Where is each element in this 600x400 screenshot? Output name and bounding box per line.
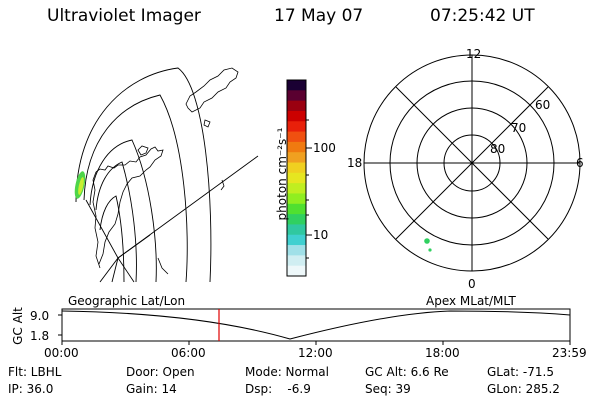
polar-mlt-6: 6 [576, 156, 584, 170]
map-grid-arc [89, 139, 157, 283]
map-meridian [85, 199, 119, 259]
colorbar-unit-label: photon cm⁻²s⁻¹ [275, 127, 289, 221]
colorbar-band [287, 172, 306, 184]
colorbar-tick-10: 10 [313, 228, 329, 242]
colorbar-band [287, 234, 306, 246]
timeline-xtick: 23:59 [552, 346, 587, 360]
map-coastline [92, 146, 164, 269]
map-coastline [220, 179, 225, 191]
colorbar-band [287, 224, 306, 236]
timeline-altitude-curve [61, 310, 571, 340]
map-meridian [99, 257, 119, 283]
aurora-emission-geo [74, 171, 86, 199]
map-grid-arc [99, 195, 125, 283]
polar-mlt-12: 12 [466, 47, 482, 61]
map-grid-arc [95, 161, 137, 283]
timeline-xtick: 12:00 [298, 346, 333, 360]
colorbar-band [287, 141, 306, 153]
map-coastline [157, 257, 169, 275]
colorbar-frame [286, 79, 307, 277]
map-grid-arc [83, 94, 188, 283]
colorbar-band [287, 265, 306, 277]
colorbar-band [287, 255, 306, 267]
polar-axis-diagonal [395, 86, 549, 240]
info-mode: Mode: Normal [245, 365, 329, 379]
colorbar-band [287, 203, 306, 215]
map-meridian [111, 257, 119, 283]
map-coastline [137, 145, 149, 156]
polar-lat-60: 60 [535, 98, 551, 112]
colorbar-band [287, 121, 306, 133]
header-time: 07:25:42 UT [430, 6, 535, 26]
app-title: Ultraviolet Imager [47, 6, 201, 26]
colorbar-ticks [306, 119, 312, 259]
colorbar-band [287, 183, 306, 194]
header-date: 17 May 07 [274, 6, 364, 26]
info-glat: GLat: -71.5 [487, 365, 554, 379]
map-coastline [203, 119, 211, 128]
info-door: Door: Open [126, 365, 195, 379]
polar-mlt-0: 0 [468, 277, 476, 291]
info-seq: Seq: 39 [365, 382, 411, 396]
colorbar-band [287, 152, 306, 164]
polar-lat-70: 70 [511, 121, 527, 135]
polar-plot-label: Apex MLat/MLT [426, 294, 516, 308]
aurora-emission-polar [424, 238, 432, 252]
colorbar-tick-100: 100 [313, 141, 336, 155]
map-coastline [185, 67, 239, 113]
timeline-ytick-low: 1.8 [30, 329, 50, 343]
colorbar [287, 80, 306, 277]
geographic-map-label: Geographic Lat/Lon [68, 294, 186, 308]
colorbar-band [287, 110, 306, 122]
colorbar-band [287, 80, 306, 91]
polar-lat-80: 80 [490, 142, 506, 156]
timeline-ytick-high: 9.0 [30, 309, 50, 323]
timeline-xtick: 18:00 [425, 346, 460, 360]
timeline-xtick: 00:00 [44, 346, 79, 360]
colorbar-band [287, 131, 306, 143]
colorbar-band [287, 162, 306, 174]
info-flt: Flt: LBHL [8, 365, 62, 379]
info-ip: IP: 36.0 [8, 382, 54, 396]
colorbar-band [287, 100, 306, 112]
map-grid-arc [75, 67, 212, 283]
polar-plot [363, 54, 581, 272]
colorbar-band [287, 193, 306, 205]
timeline-ylabel: GC Alt [11, 307, 25, 345]
polar-mlt-18: 18 [347, 156, 363, 170]
geographic-map [75, 67, 259, 283]
info-glon: GLon: 285.2 [487, 382, 560, 396]
timeline-plot [58, 308, 571, 345]
map-meridian [117, 234, 151, 259]
colorbar-band [287, 214, 306, 225]
colorbar-band [287, 90, 306, 102]
colorbar-band [287, 245, 306, 256]
map-meridian [117, 257, 135, 283]
info-dsp: Dsp: -6.9 [245, 382, 311, 396]
info-gc-alt: GC Alt: 6.6 Re [365, 365, 449, 379]
timeline-xtick: 06:00 [171, 346, 206, 360]
info-gain: Gain: 14 [126, 382, 177, 396]
